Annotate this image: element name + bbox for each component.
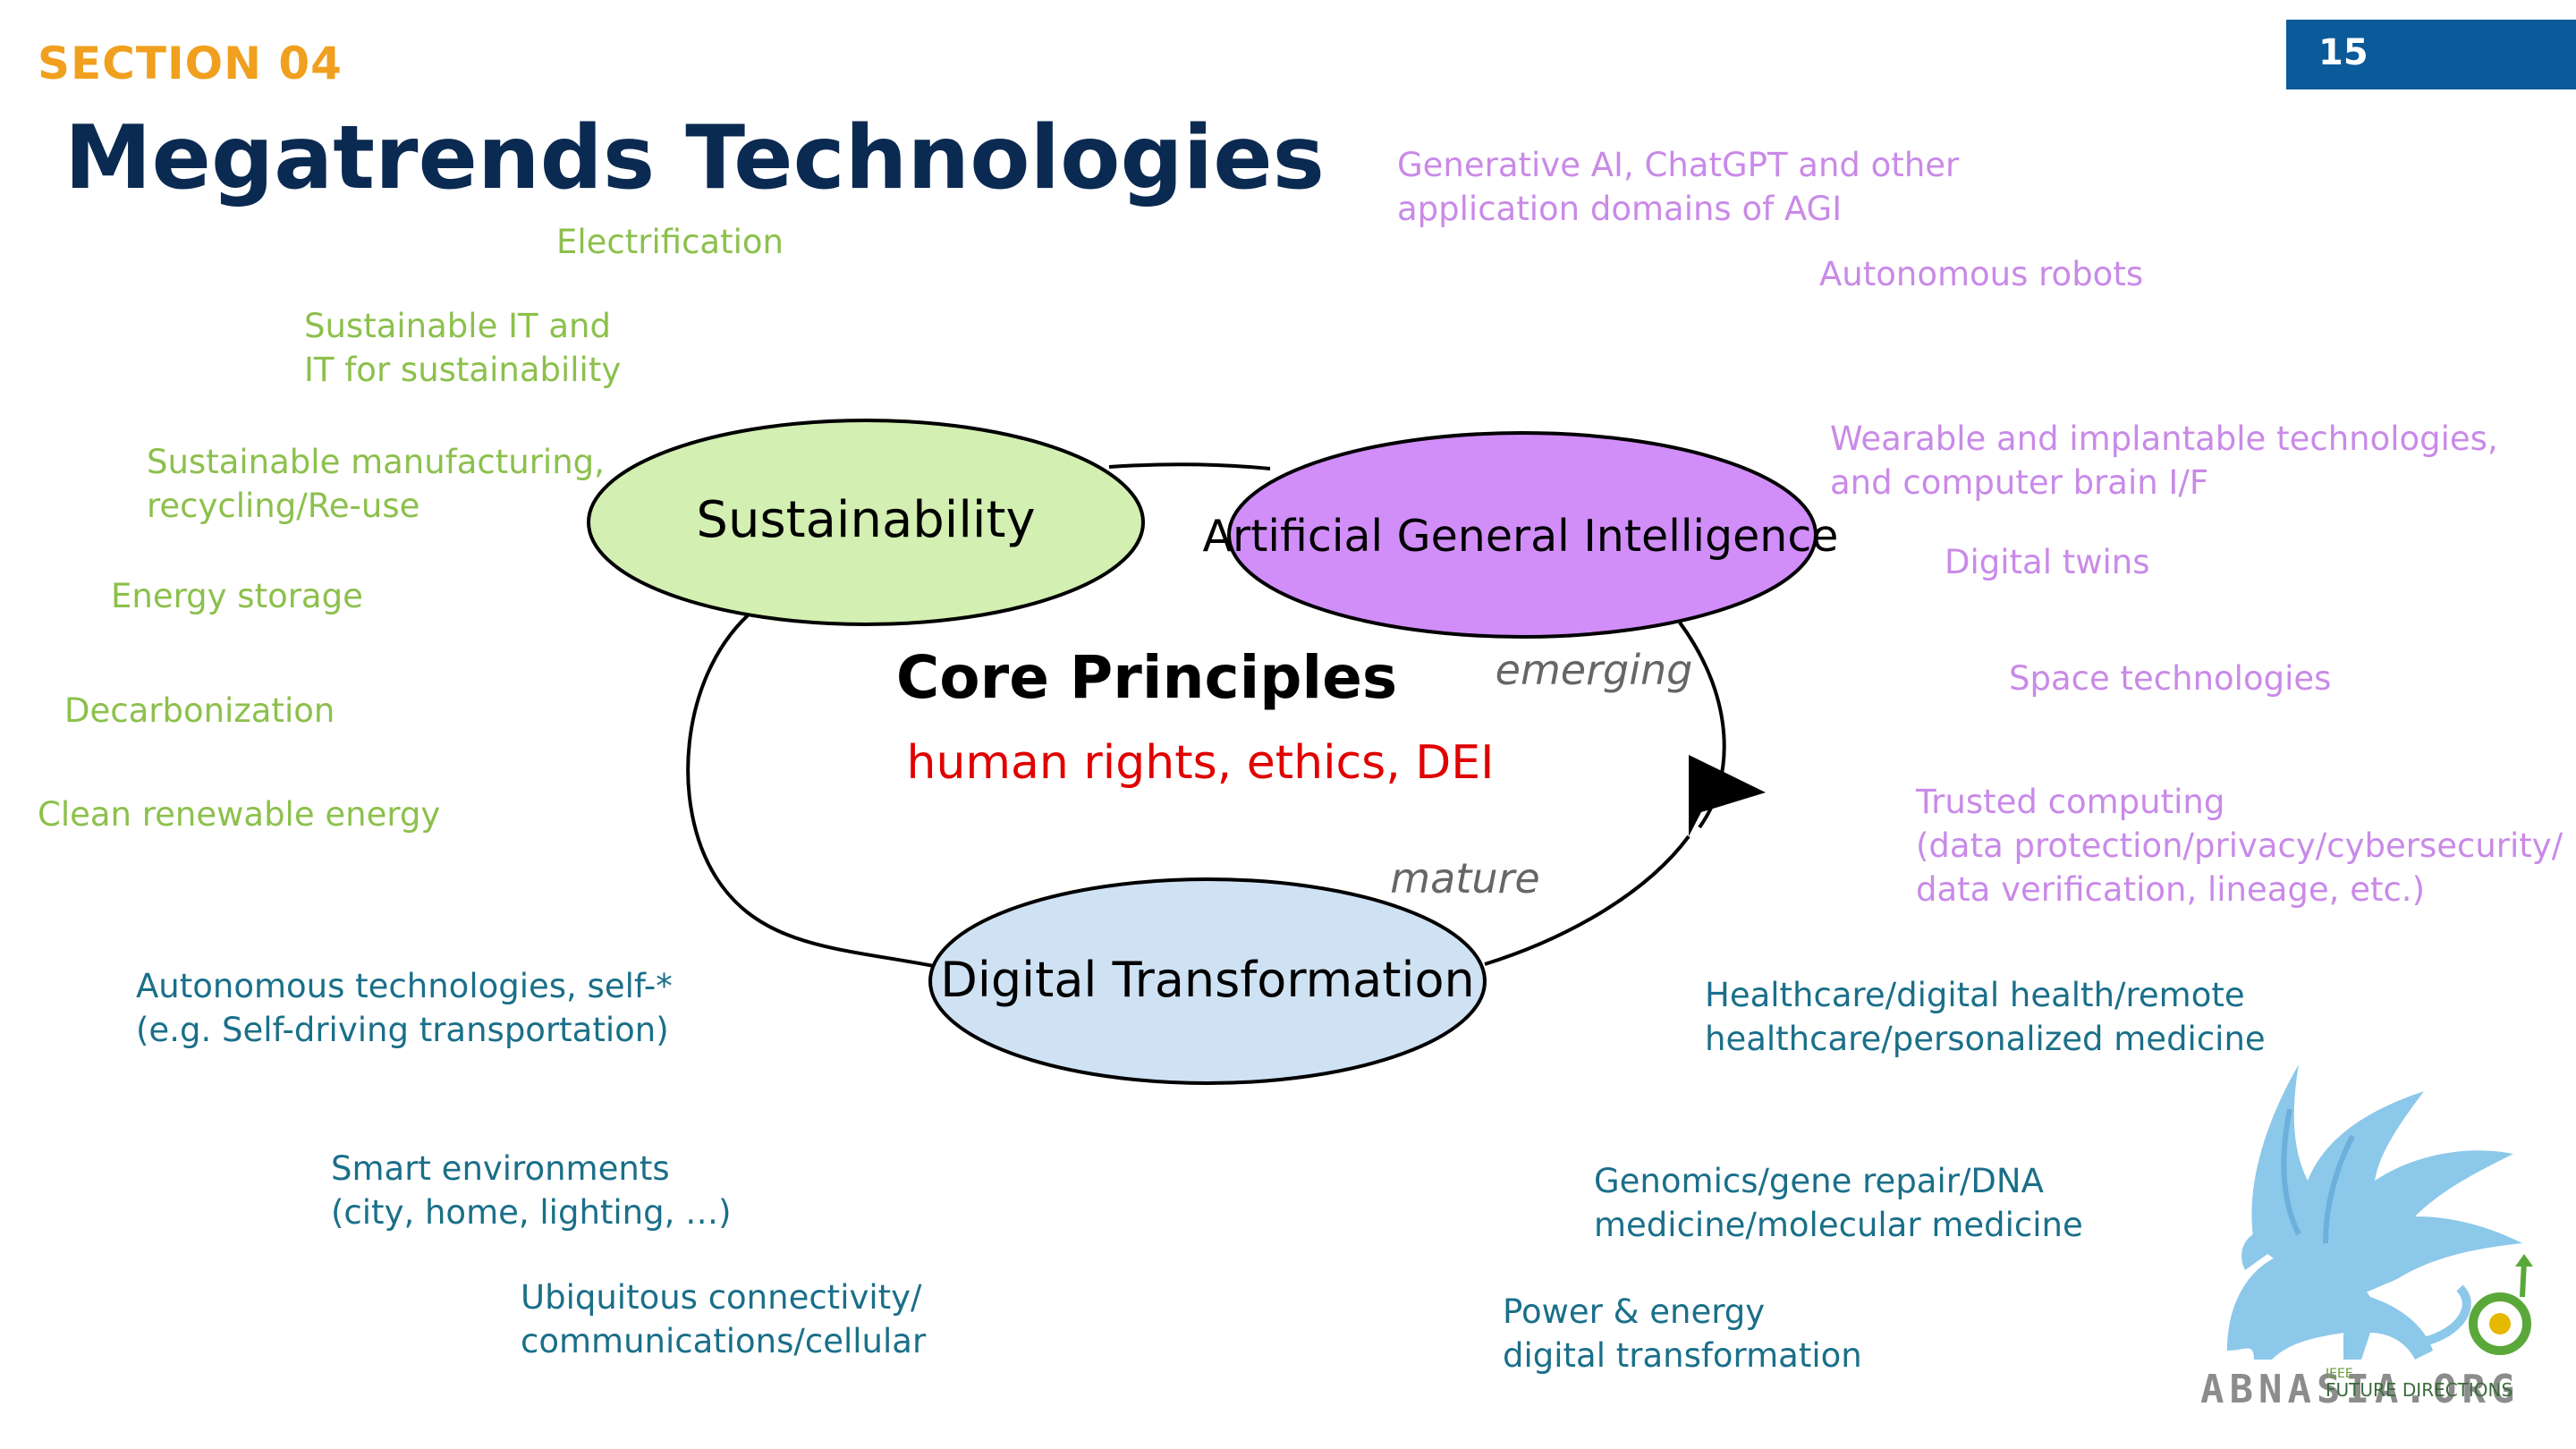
sustainability-label: Sustainability bbox=[696, 491, 1035, 549]
green-item-sustainable-manufacturing: Sustainable manufacturing, recycling/Re-… bbox=[147, 443, 605, 525]
purple-item-digital-twins: Digital twins bbox=[1945, 543, 2150, 581]
core-principles-title: Core Principles bbox=[896, 643, 1397, 712]
green-item-electrification: Electrification bbox=[556, 223, 784, 261]
digital-transformation-ellipse bbox=[928, 877, 1487, 1085]
logo-text: ABNASIA.ORG bbox=[2200, 1367, 2521, 1412]
green-item-sustainable-it: Sustainable IT and IT for sustainability bbox=[304, 307, 622, 389]
teal-item-genomics: Genomics/gene repair/DNA medicine/molecu… bbox=[1594, 1162, 2083, 1244]
purple-item-space-tech: Space technologies bbox=[2009, 659, 2332, 698]
agi-ellipse bbox=[1227, 431, 1818, 639]
cycle-loop-left bbox=[686, 614, 935, 968]
purple-item-autonomous-robots: Autonomous robots bbox=[1819, 255, 2144, 293]
teal-item-autonomous-tech: Autonomous technologies, self-* (e.g. Se… bbox=[136, 967, 673, 1049]
purple-item-wearables: Wearable and implantable technologies, a… bbox=[1830, 419, 2498, 502]
mature-label: mature bbox=[1390, 854, 1539, 902]
section-label: SECTION 04 bbox=[38, 38, 343, 89]
green-item-energy-storage: Energy storage bbox=[111, 577, 363, 615]
agi-label: Artificial General Intelligence bbox=[1203, 511, 1839, 562]
purple-item-generative-ai: Generative AI, ChatGPT and other applica… bbox=[1397, 146, 1960, 228]
teal-item-connectivity: Ubiquitous connectivity/ communications/… bbox=[521, 1278, 927, 1360]
teal-item-healthcare: Healthcare/digital health/remote healthc… bbox=[1705, 976, 2266, 1058]
logo-ieee: IEEE bbox=[2326, 1367, 2353, 1381]
griffin-logo-icon bbox=[2227, 1064, 2533, 1360]
purple-item-trusted-computing: Trusted computing (data protection/priva… bbox=[1916, 783, 2563, 909]
page-title: Megatrends Technologies bbox=[64, 107, 1325, 209]
logo-subtitle: FUTURE DIRECTIONS bbox=[2326, 1379, 2513, 1401]
cycle-arrow-icon bbox=[1689, 755, 1766, 836]
cycle-loop-bottom bbox=[1484, 835, 1690, 966]
cycle-loop bbox=[1108, 462, 1271, 470]
teal-item-power-energy: Power & energy digital transformation bbox=[1503, 1292, 1862, 1375]
page-number: 15 bbox=[2318, 32, 2368, 73]
teal-item-smart-environments: Smart environments (city, home, lighting… bbox=[331, 1149, 732, 1232]
green-item-clean-energy: Clean renewable energy bbox=[38, 795, 441, 834]
emerging-label: emerging bbox=[1496, 646, 1693, 694]
digital-transformation-label: Digital Transformation bbox=[940, 952, 1474, 1008]
sustainability-ellipse bbox=[587, 419, 1145, 626]
core-principles-subtitle: human rights, ethics, DEI bbox=[906, 736, 1494, 790]
page-number-box bbox=[2286, 20, 2576, 89]
green-item-decarbonization: Decarbonization bbox=[64, 691, 335, 730]
